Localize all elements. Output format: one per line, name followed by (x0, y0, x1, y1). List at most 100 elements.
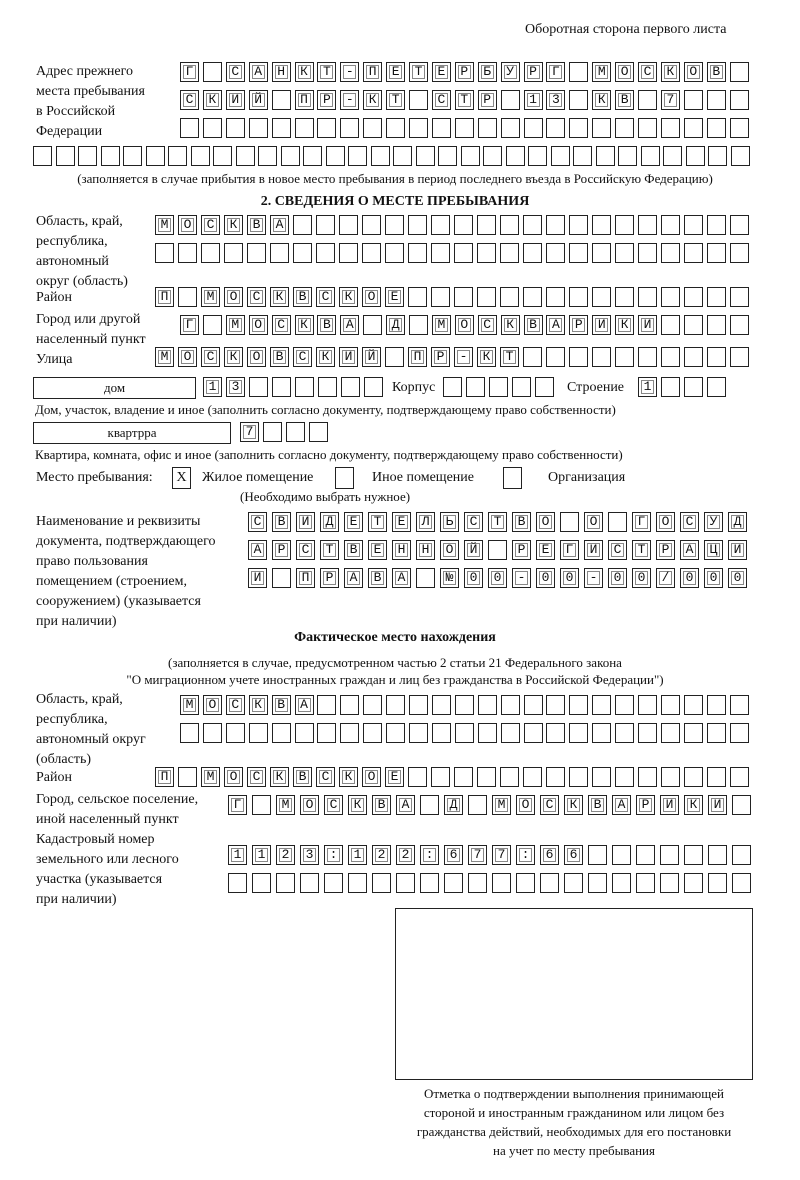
char-box[interactable] (385, 215, 404, 235)
char-box[interactable] (728, 540, 747, 560)
char-box[interactable] (608, 512, 627, 532)
char-box[interactable] (615, 62, 635, 82)
char-box[interactable] (293, 243, 312, 263)
char-box[interactable] (317, 62, 337, 82)
char-box[interactable] (732, 795, 751, 815)
char-box[interactable] (33, 146, 52, 166)
char-box[interactable] (178, 215, 197, 235)
char-box[interactable] (661, 767, 680, 787)
char-box[interactable] (228, 873, 247, 893)
char-box[interactable] (512, 512, 531, 532)
char-box[interactable] (123, 146, 142, 166)
char-box[interactable] (638, 90, 657, 110)
char-box[interactable] (431, 347, 450, 367)
char-box[interactable] (685, 146, 705, 166)
char-box[interactable] (431, 243, 450, 263)
char-box[interactable] (240, 422, 259, 442)
char-box[interactable] (348, 873, 367, 893)
char-box[interactable] (560, 512, 579, 532)
char-box[interactable] (615, 723, 635, 743)
char-box[interactable] (431, 62, 451, 82)
char-box[interactable] (704, 568, 723, 588)
char-box[interactable] (546, 347, 565, 367)
char-box[interactable] (409, 62, 428, 82)
char-box[interactable] (640, 146, 660, 166)
char-box[interactable] (431, 215, 450, 235)
char-box[interactable] (592, 90, 612, 110)
char-box[interactable] (592, 347, 611, 367)
char-box[interactable] (431, 767, 450, 787)
char-box[interactable] (704, 512, 723, 532)
char-box[interactable] (340, 695, 360, 715)
char-box[interactable] (225, 62, 245, 82)
char-box[interactable] (729, 62, 749, 82)
char-box[interactable] (564, 795, 583, 815)
char-box[interactable] (225, 723, 245, 743)
char-box[interactable] (683, 118, 703, 138)
char-box[interactable] (409, 90, 428, 110)
char-box[interactable] (618, 146, 637, 166)
char-box[interactable] (684, 873, 703, 893)
char-box[interactable] (523, 723, 543, 743)
char-box[interactable] (431, 287, 450, 307)
char-box[interactable] (294, 315, 314, 335)
char-box[interactable] (155, 243, 174, 263)
char-box[interactable] (225, 118, 245, 138)
char-box[interactable] (409, 315, 428, 335)
char-box[interactable] (225, 315, 245, 335)
char-box[interactable] (202, 62, 222, 82)
char-box[interactable] (226, 377, 245, 397)
char-box[interactable] (270, 287, 289, 307)
char-box[interactable] (396, 795, 415, 815)
char-box[interactable] (247, 767, 266, 787)
char-box[interactable] (661, 377, 680, 397)
char-box[interactable] (362, 287, 381, 307)
char-box[interactable] (569, 62, 589, 82)
char-box[interactable] (344, 568, 363, 588)
char-box[interactable] (483, 146, 502, 166)
char-box[interactable] (729, 695, 749, 715)
char-box[interactable] (540, 845, 559, 865)
char-box[interactable] (249, 377, 268, 397)
char-box[interactable] (155, 215, 174, 235)
char-box[interactable] (300, 873, 319, 893)
char-box[interactable] (546, 62, 566, 82)
char-box[interactable] (656, 568, 675, 588)
char-box[interactable] (271, 723, 291, 743)
char-box[interactable] (454, 347, 473, 367)
char-box[interactable] (444, 845, 463, 865)
char-box[interactable] (569, 347, 588, 367)
char-box[interactable] (201, 347, 220, 367)
char-box[interactable] (317, 315, 337, 335)
char-box[interactable] (728, 568, 747, 588)
char-box[interactable] (408, 287, 427, 307)
char-box[interactable] (523, 695, 543, 715)
char-box[interactable] (732, 873, 751, 893)
char-box[interactable] (569, 287, 588, 307)
char-box[interactable] (178, 347, 197, 367)
char-box[interactable] (584, 568, 603, 588)
char-box[interactable] (294, 695, 314, 715)
char-box[interactable] (224, 215, 243, 235)
char-box[interactable] (592, 723, 612, 743)
char-box[interactable] (364, 377, 383, 397)
char-box[interactable] (615, 347, 634, 367)
char-box[interactable] (704, 540, 723, 560)
char-box[interactable] (392, 512, 411, 532)
char-box[interactable] (707, 767, 726, 787)
checkbox-other-premises[interactable] (335, 467, 354, 489)
char-box[interactable] (608, 568, 627, 588)
char-box[interactable] (546, 215, 565, 235)
char-box[interactable] (660, 118, 680, 138)
char-box[interactable] (228, 845, 247, 865)
char-box[interactable] (155, 767, 174, 787)
char-box[interactable] (317, 118, 337, 138)
char-box[interactable] (340, 723, 360, 743)
char-box[interactable] (661, 243, 680, 263)
char-box[interactable] (294, 62, 314, 82)
char-box[interactable] (569, 723, 589, 743)
char-box[interactable] (540, 795, 559, 815)
char-box[interactable] (190, 146, 210, 166)
char-box[interactable] (588, 873, 607, 893)
char-box[interactable] (684, 215, 703, 235)
